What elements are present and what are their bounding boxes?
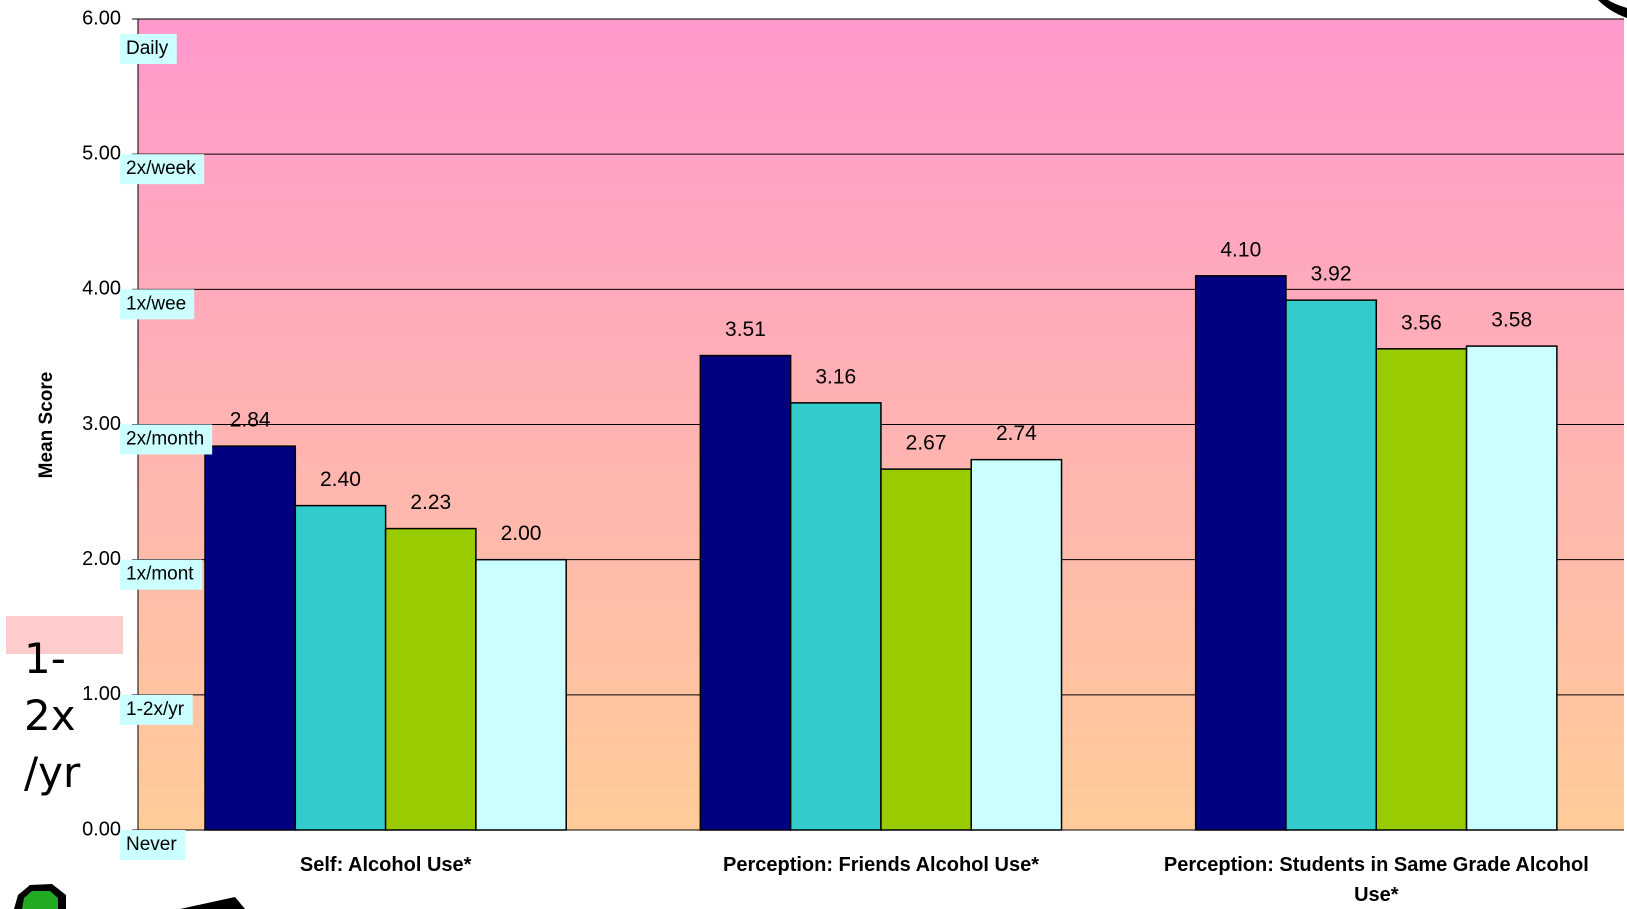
y-tick-label: 1.00: [82, 683, 121, 705]
note-box: [6, 616, 123, 654]
level-label: Daily: [126, 38, 169, 59]
bar: [204, 445, 297, 831]
level-label: 2x/week: [126, 158, 196, 179]
y-axis-title: Mean Score: [36, 372, 57, 479]
value-label: 3.92: [1311, 263, 1352, 286]
side-note: 1- 2x/yr: [24, 630, 80, 801]
value-label: 2.00: [501, 522, 542, 545]
bar: [1194, 275, 1287, 831]
x-tick-label: Perception: Friends Alcohol Use*: [722, 854, 1039, 876]
value-label: 2.74: [996, 422, 1037, 445]
y-tick-label: 5.00: [82, 142, 121, 164]
level-label-box: [120, 289, 195, 320]
level-label-box: [120, 559, 203, 590]
value-label: 3.16: [815, 365, 856, 388]
level-label: Never: [126, 834, 177, 855]
level-label-box: [120, 424, 213, 455]
value-label: 3.58: [1491, 309, 1532, 332]
value-label: 3.51: [725, 318, 766, 341]
value-label: 2.84: [230, 409, 271, 432]
value-label: 3.56: [1401, 311, 1442, 334]
y-tick-label: 4.00: [82, 278, 121, 300]
value-label: 2.67: [906, 432, 947, 455]
level-label: 1x/wee: [126, 293, 186, 314]
bar: [1285, 299, 1378, 831]
level-label-box: [120, 154, 205, 185]
bar: [880, 468, 972, 831]
value-label: 2.40: [320, 468, 361, 491]
corner-shape: [1598, 0, 1627, 18]
corner-icon-inner: [22, 891, 58, 909]
y-tick-label: 0.00: [82, 818, 121, 840]
level-label: 2x/month: [126, 429, 204, 450]
bar: [699, 354, 792, 831]
level-label-box: [120, 830, 186, 860]
bar: [1465, 345, 1558, 831]
bar: [1375, 348, 1468, 831]
y-tick-label: 2.00: [82, 548, 121, 570]
y-tick-label: 6.00: [82, 7, 121, 29]
level-label: 1x/mont: [126, 564, 194, 585]
side-note-line: 2x: [24, 691, 76, 740]
side-note-line: 1-: [24, 634, 66, 683]
bar: [475, 558, 567, 831]
level-label-box: [120, 694, 193, 725]
bar: [384, 527, 477, 831]
side-note-line: /yr: [24, 748, 81, 797]
x-tick-label: Perception: Students in Same Grade Alcoh…: [1163, 854, 1589, 906]
bar: [789, 402, 882, 831]
level-label: 1-2x/yr: [126, 699, 185, 720]
x-tick-label: Self: Alcohol Use*: [299, 854, 472, 876]
value-label: 2.23: [410, 491, 451, 514]
level-label-box: [120, 34, 177, 64]
y-tick-label: 3.00: [82, 413, 121, 435]
value-label: 4.10: [1220, 238, 1261, 261]
bar: [294, 504, 387, 831]
corner-shape: [180, 897, 245, 909]
bar: [970, 458, 1063, 831]
